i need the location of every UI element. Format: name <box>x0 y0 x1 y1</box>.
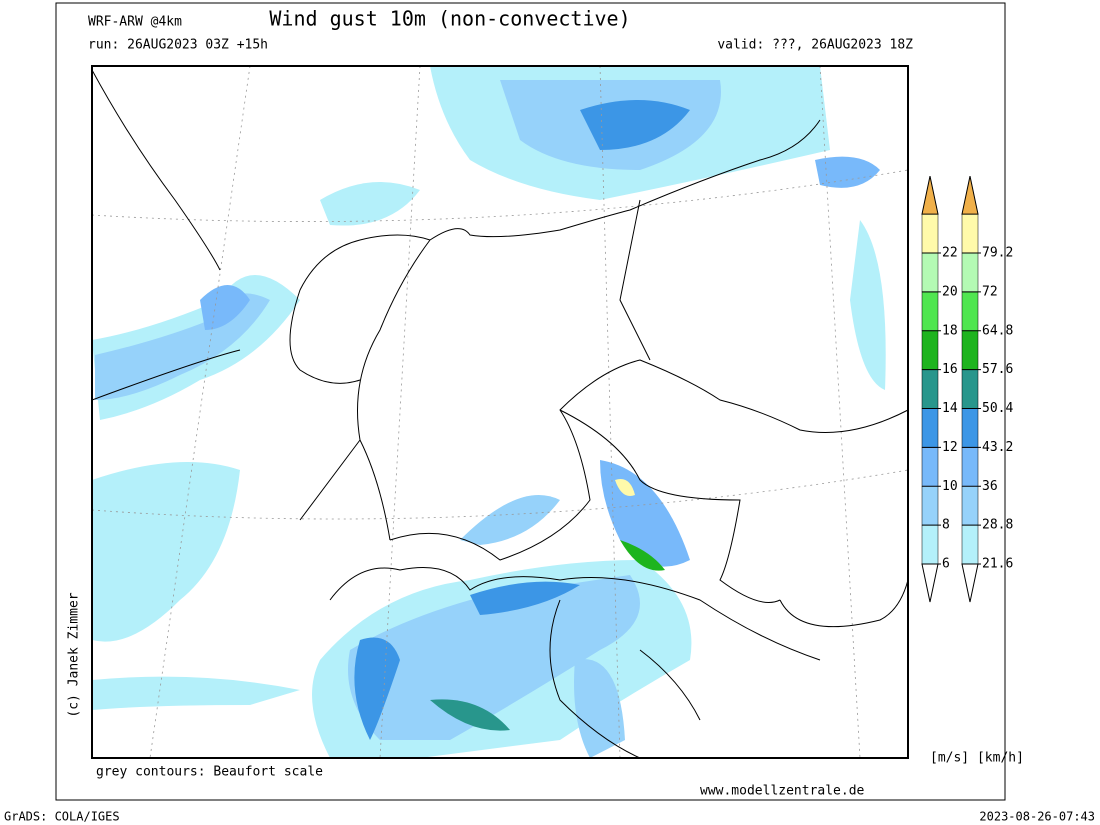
tick-label: 79.2 <box>982 246 1013 261</box>
over-band <box>961 213 979 254</box>
tick-label: 50.4 <box>982 401 1013 416</box>
tick-label: 8 <box>942 518 950 533</box>
color-band <box>921 447 939 487</box>
model-label: WRF-ARW @4km <box>88 15 182 30</box>
color-band <box>961 408 979 448</box>
over-band <box>921 213 939 254</box>
legend-units: [m/s] [km/h] <box>930 751 1024 766</box>
tick-label: 12 <box>942 440 958 455</box>
run-label: run: 26AUG2023 03Z +15h <box>88 38 268 53</box>
under-triangle <box>961 563 979 603</box>
tick-label: 20 <box>942 284 958 299</box>
contour-note: grey contours: Beaufort scale <box>96 765 323 780</box>
color-band <box>961 447 979 487</box>
tick-label: 18 <box>942 323 958 338</box>
outer-frame <box>55 2 1006 801</box>
over-triangle <box>921 176 939 215</box>
color-band <box>961 330 979 370</box>
credit: (c) Janek Zimmer <box>67 592 82 717</box>
map <box>91 65 909 759</box>
tick-label: 36 <box>982 479 998 494</box>
over-triangle <box>961 176 979 215</box>
under-triangle <box>921 563 939 603</box>
color-band <box>921 524 939 565</box>
tick-label: 22 <box>942 246 958 261</box>
color-band <box>921 408 939 448</box>
color-band <box>921 330 939 370</box>
tick-label: 64.8 <box>982 323 1013 338</box>
tick-label: 14 <box>942 401 958 416</box>
color-band <box>961 291 979 331</box>
tick-label: 21.6 <box>982 557 1013 572</box>
website: www.modellzentrale.de <box>700 784 865 799</box>
color-band <box>921 369 939 409</box>
valid-label: valid: ???, 26AUG2023 18Z <box>717 38 913 53</box>
timestamp: 2023-08-26-07:43 <box>979 810 1095 824</box>
software-label: GrADS: COLA/IGES <box>4 810 120 824</box>
tick-label: 10 <box>942 479 958 494</box>
tick-label: 43.2 <box>982 440 1013 455</box>
color-band <box>961 486 979 526</box>
tick-label: 6 <box>942 557 950 572</box>
map-frame <box>91 65 909 759</box>
color-band <box>921 291 939 331</box>
tick-label: 72 <box>982 284 998 299</box>
tick-label: 16 <box>942 362 958 377</box>
color-band <box>961 524 979 565</box>
color-band <box>921 486 939 526</box>
color-band <box>961 252 979 293</box>
color-band <box>921 252 939 293</box>
title: Wind gust 10m (non-convective) <box>269 7 630 31</box>
color-band <box>961 369 979 409</box>
tick-label: 28.8 <box>982 518 1013 533</box>
tick-label: 57.6 <box>982 362 1013 377</box>
